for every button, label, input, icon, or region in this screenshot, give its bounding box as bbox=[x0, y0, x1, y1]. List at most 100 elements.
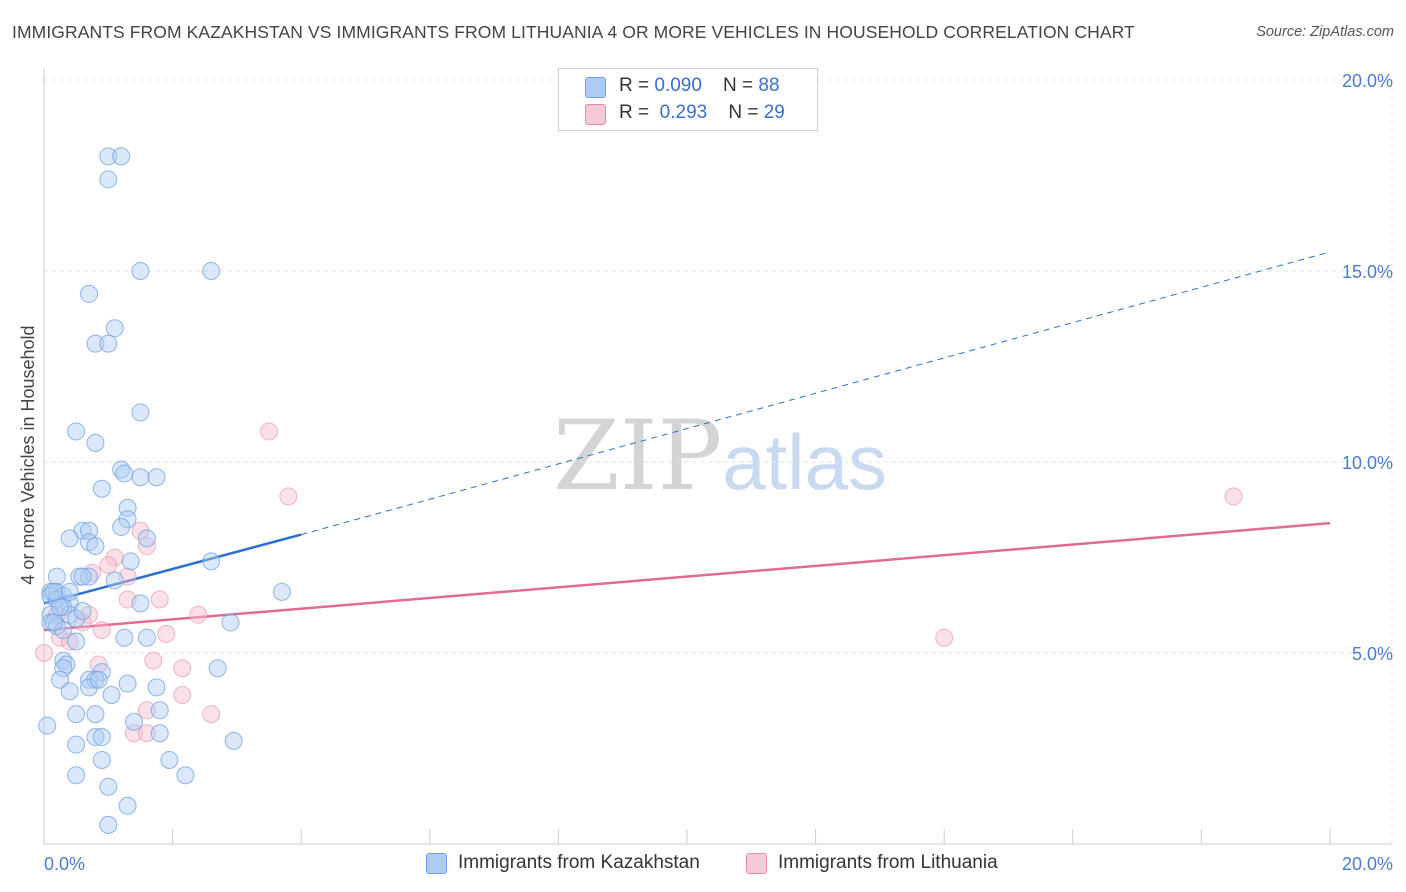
x-tick-label: 0.0% bbox=[44, 854, 85, 874]
kazakhstan-point bbox=[131, 262, 150, 280]
kazakhstan-point bbox=[150, 724, 169, 743]
y-tick-label: 15.0% bbox=[1342, 262, 1393, 282]
lithuania-point bbox=[35, 644, 53, 662]
source-label: Source: ZipAtlas.com bbox=[1256, 24, 1394, 40]
kazakhstan-point bbox=[60, 529, 79, 548]
kazakhstan-point bbox=[115, 464, 134, 483]
kazakhstan-point bbox=[147, 468, 166, 487]
kazakhstan-point bbox=[86, 705, 105, 724]
kazakhstan-point bbox=[86, 537, 105, 556]
kazakhstan-point bbox=[51, 598, 70, 617]
kazakhstan-point bbox=[105, 571, 124, 590]
kazakhstan-point bbox=[115, 628, 134, 647]
kazakhstan-point bbox=[202, 262, 221, 280]
legend-text-lithuania: R = 0.293 N = 29 bbox=[619, 102, 785, 123]
kazakhstan-point bbox=[118, 796, 137, 815]
data-points bbox=[35, 147, 1243, 834]
lithuania-point bbox=[279, 487, 298, 506]
kazakhstan-point bbox=[80, 678, 99, 697]
kazakhstan-point bbox=[118, 674, 137, 693]
kazakhstan-point bbox=[92, 479, 111, 498]
gridlines bbox=[44, 79, 1393, 844]
kazakhstan-point bbox=[86, 433, 105, 452]
kazakhstan-point bbox=[137, 628, 156, 647]
kazakhstan-point bbox=[67, 632, 86, 651]
watermark-zip: ZIP bbox=[553, 400, 723, 512]
kazakhstan-point bbox=[99, 815, 118, 834]
lithuania-point bbox=[202, 705, 221, 724]
kazakhstan-point bbox=[80, 567, 99, 586]
legend-text-kazakhstan: R = 0.090 N = 88 bbox=[619, 75, 780, 96]
lithuania-point bbox=[131, 521, 150, 540]
kazakhstan-point bbox=[47, 567, 66, 586]
stats-legend: R = 0.090 N = 88 R = 0.293 N = 29 bbox=[558, 68, 818, 131]
bottom-label-lithuania: Immigrants from Lithuania bbox=[778, 852, 998, 873]
kazakhstan-point bbox=[99, 334, 118, 353]
kazakhstan-point bbox=[89, 670, 108, 689]
kazakhstan-point bbox=[92, 728, 111, 747]
legend-swatch-kazakhstan bbox=[585, 77, 606, 98]
kazakhstan-point bbox=[112, 517, 131, 536]
kazakhstan-point bbox=[208, 659, 227, 678]
watermark: ZIPatlas bbox=[553, 400, 887, 512]
kazakhstan-point bbox=[67, 766, 86, 785]
kazakhstan-point bbox=[44, 613, 63, 632]
kazakhstan-point bbox=[99, 147, 118, 166]
y-tick-label: 5.0% bbox=[1352, 644, 1393, 664]
kazakhstan-point bbox=[60, 682, 79, 701]
lithuania-point bbox=[1224, 487, 1243, 506]
lithuania-point bbox=[92, 621, 111, 640]
kazakhstan-point bbox=[131, 594, 150, 613]
kazakhstan-point bbox=[121, 552, 140, 571]
kazakhstan-point bbox=[99, 170, 118, 189]
kazakhstan-point bbox=[67, 735, 86, 754]
kazakhstan-point bbox=[147, 678, 166, 697]
lithuania-point bbox=[173, 686, 192, 705]
legend-swatch-lithuania bbox=[585, 104, 606, 125]
kazakhstan-point bbox=[131, 468, 150, 487]
y-tick-label: 20.0% bbox=[1342, 71, 1393, 91]
trend-lines bbox=[43, 251, 1331, 632]
lithuania-point bbox=[137, 537, 156, 556]
y-tick-label: 10.0% bbox=[1342, 453, 1393, 473]
kazakhstan-point bbox=[51, 670, 70, 689]
lithuania-point bbox=[935, 628, 954, 647]
kazakhstan-point bbox=[125, 712, 144, 731]
lithuania-point bbox=[144, 651, 163, 670]
kazakhstan-point bbox=[176, 766, 195, 785]
lithuania-point bbox=[150, 590, 169, 609]
y-axis-label: 4 or more Vehicles in Household bbox=[18, 325, 38, 584]
lithuania-point bbox=[260, 422, 279, 441]
kazakhstan-point bbox=[102, 686, 121, 705]
kazakhstan-trend-line bbox=[43, 533, 302, 605]
bottom-swatch-lithuania bbox=[746, 853, 767, 874]
kazakhstan-point bbox=[80, 670, 99, 689]
kazakhstan-trend-extension bbox=[301, 251, 1331, 536]
kazakhstan-point bbox=[80, 284, 99, 303]
kazakhstan-point bbox=[221, 613, 240, 632]
kazakhstan-point bbox=[86, 728, 105, 747]
lithuania-point bbox=[99, 556, 118, 575]
bottom-label-kazakhstan: Immigrants from Kazakhstan bbox=[458, 852, 700, 873]
kazakhstan-point bbox=[92, 750, 111, 769]
x-tick-label: 20.0% bbox=[1342, 854, 1393, 874]
kazakhstan-point bbox=[86, 334, 105, 353]
kazakhstan-point bbox=[67, 422, 86, 441]
kazakhstan-point bbox=[118, 510, 137, 529]
lithuania-point bbox=[60, 632, 79, 651]
kazakhstan-point bbox=[131, 403, 150, 422]
kazakhstan-point bbox=[137, 529, 156, 548]
axes bbox=[43, 68, 1392, 845]
kazakhstan-point bbox=[67, 609, 86, 628]
kazakhstan-point bbox=[99, 777, 118, 796]
kazakhstan-point bbox=[150, 701, 169, 720]
kazakhstan-point bbox=[73, 601, 92, 620]
lithuania-point bbox=[137, 701, 156, 720]
kazakhstan-point bbox=[272, 582, 291, 601]
lithuania-point bbox=[157, 624, 176, 643]
kazakhstan-point bbox=[54, 659, 73, 678]
lithuania-point bbox=[137, 724, 156, 743]
kazakhstan-point bbox=[105, 319, 124, 338]
kazakhstan-point bbox=[112, 147, 131, 166]
